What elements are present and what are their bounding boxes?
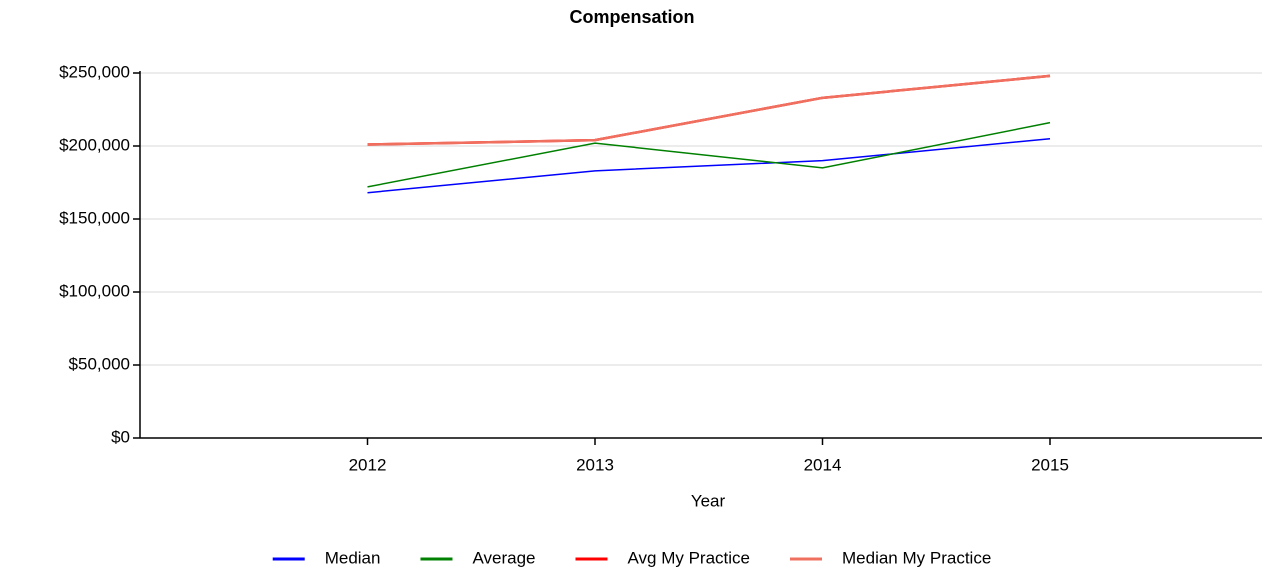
y-tick-label: $250,000 bbox=[59, 62, 130, 81]
x-axis-label: Year bbox=[691, 491, 726, 510]
chart-title: Compensation bbox=[569, 7, 694, 27]
y-tick-label: $200,000 bbox=[59, 135, 130, 154]
series-line bbox=[367, 121, 1051, 188]
y-tick-label: $150,000 bbox=[59, 208, 130, 227]
legend-label: Median bbox=[325, 548, 381, 567]
x-tick-label: 2012 bbox=[349, 455, 387, 474]
series-line bbox=[367, 74, 1051, 146]
x-tick-label: 2013 bbox=[576, 455, 614, 474]
y-tick-label: $50,000 bbox=[69, 354, 130, 373]
y-tick-label: $100,000 bbox=[59, 281, 130, 300]
y-tick-label: $0 bbox=[111, 427, 130, 446]
legend-label: Average bbox=[472, 548, 535, 567]
legend-label: Avg My Practice bbox=[627, 548, 750, 567]
legend-label: Median My Practice bbox=[842, 548, 991, 567]
x-tick-label: 2015 bbox=[1031, 455, 1069, 474]
x-tick-label: 2014 bbox=[804, 455, 842, 474]
series-line bbox=[367, 137, 1051, 194]
